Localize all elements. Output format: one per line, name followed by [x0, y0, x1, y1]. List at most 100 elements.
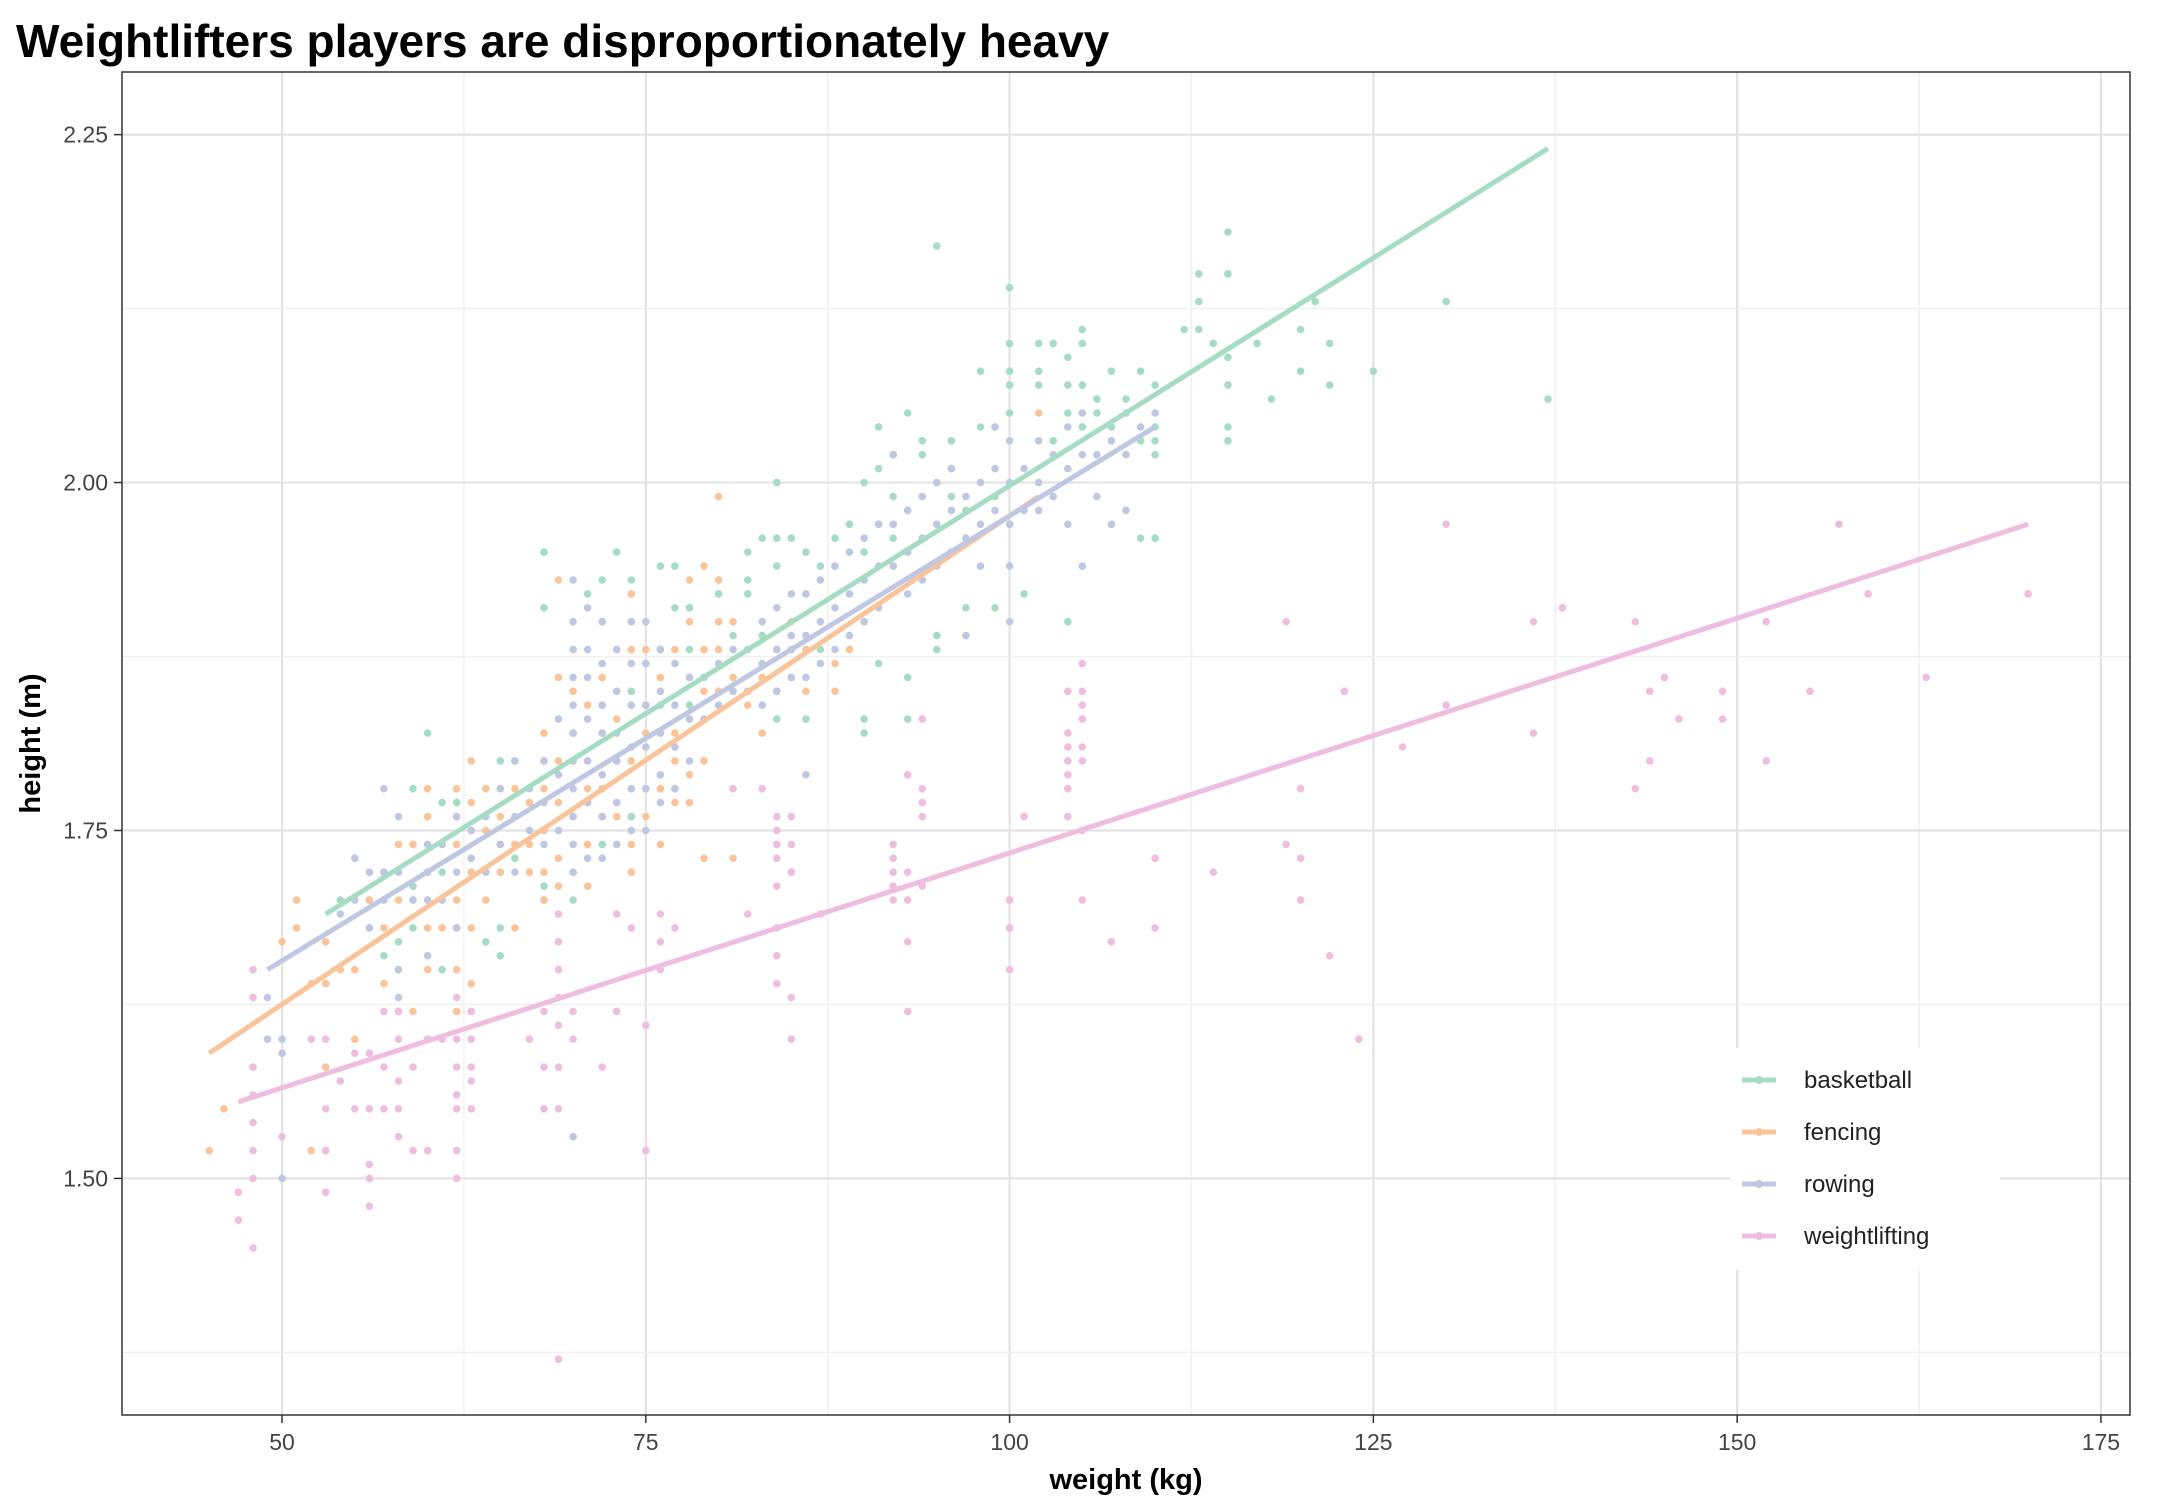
legend-key-point — [1755, 1180, 1763, 1188]
legend-key-point — [1755, 1128, 1763, 1136]
data-point-rowing — [1064, 423, 1072, 431]
data-point-basketball — [438, 965, 446, 974]
data-point-rowing — [569, 645, 577, 654]
data-point-weightlifting — [889, 840, 897, 849]
data-point-basketball — [380, 951, 388, 960]
data-point-basketball — [860, 715, 868, 723]
data-point-basketball — [1093, 409, 1101, 417]
data-point-rowing — [656, 771, 665, 779]
data-point-basketball — [743, 548, 752, 556]
data-point-fencing — [321, 938, 330, 946]
data-point-rowing — [569, 840, 577, 849]
data-point-basketball — [1034, 339, 1043, 348]
data-point-weightlifting — [1282, 617, 1290, 626]
data-point-rowing — [627, 701, 636, 709]
data-point-rowing — [656, 645, 665, 654]
data-point-rowing — [685, 673, 694, 682]
data-point-basketball — [1253, 339, 1261, 348]
data-point-weightlifting — [249, 1063, 257, 1071]
data-point-rowing — [365, 924, 374, 932]
data-point-weightlifting — [612, 910, 621, 918]
data-point-fencing — [511, 784, 519, 793]
data-point-basketball — [1311, 297, 1319, 306]
data-point-weightlifting — [307, 1035, 316, 1043]
data-point-fencing — [554, 882, 563, 890]
data-point-fencing — [583, 784, 592, 793]
data-point-basketball — [933, 645, 941, 654]
data-point-rowing — [1151, 409, 1159, 417]
data-point-weightlifting — [365, 1160, 374, 1169]
data-point-fencing — [758, 729, 766, 737]
data-point-weightlifting — [1020, 812, 1028, 821]
data-point-rowing — [845, 548, 854, 556]
data-point-rowing — [598, 812, 606, 821]
data-point-rowing — [903, 590, 912, 598]
data-point-basketball — [1369, 367, 1378, 376]
data-point-basketball — [816, 562, 825, 570]
data-point-fencing — [394, 840, 403, 849]
data-point-rowing — [278, 1035, 286, 1043]
data-point-weightlifting — [249, 1244, 257, 1252]
data-point-basketball — [860, 478, 868, 487]
data-point-weightlifting — [321, 1105, 330, 1113]
data-point-rowing — [496, 840, 505, 849]
data-point-basketball — [671, 562, 679, 570]
data-point-weightlifting — [452, 1105, 461, 1113]
data-point-rowing — [671, 743, 679, 751]
legend-key-point — [1755, 1232, 1763, 1240]
data-point-rowing — [365, 868, 374, 876]
data-point-rowing — [918, 492, 927, 501]
data-point-rowing — [351, 854, 359, 863]
data-point-rowing — [452, 868, 461, 876]
data-point-rowing — [569, 1132, 577, 1141]
data-point-basketball — [496, 951, 505, 960]
data-point-weightlifting — [540, 1105, 548, 1113]
data-point-basketball — [671, 604, 679, 612]
data-point-basketball — [743, 590, 752, 598]
data-point-weightlifting — [423, 1146, 432, 1155]
data-point-basketball — [947, 437, 956, 445]
data-point-basketball — [773, 478, 781, 487]
x-tick-label: 150 — [1718, 1429, 1756, 1455]
data-point-weightlifting — [1296, 896, 1305, 904]
data-point-rowing — [962, 631, 970, 640]
data-point-rowing — [1034, 437, 1043, 445]
data-point-weightlifting — [1442, 520, 1450, 529]
data-point-rowing — [554, 715, 563, 723]
data-point-basketball — [438, 798, 446, 807]
data-point-rowing — [1078, 409, 1087, 417]
data-point-rowing — [1078, 450, 1087, 459]
data-point-weightlifting — [1398, 743, 1407, 751]
data-point-rowing — [569, 617, 577, 626]
data-point-basketball — [1151, 437, 1159, 445]
data-point-weightlifting — [1209, 868, 1218, 876]
data-point-weightlifting — [642, 1021, 650, 1030]
data-point-fencing — [743, 701, 752, 709]
data-point-rowing — [933, 520, 941, 529]
data-point-basketball — [1034, 381, 1043, 389]
data-point-rowing — [423, 951, 432, 960]
data-point-weightlifting — [758, 784, 766, 793]
data-point-basketball — [496, 757, 505, 765]
data-point-weightlifting — [540, 1063, 548, 1071]
data-point-rowing — [991, 423, 999, 431]
data-point-fencing — [627, 757, 636, 765]
data-point-weightlifting — [773, 826, 781, 835]
data-point-weightlifting — [321, 1188, 330, 1197]
data-point-rowing — [729, 645, 737, 654]
data-point-basketball — [1136, 367, 1145, 376]
data-point-fencing — [482, 784, 490, 793]
data-point-fencing — [685, 617, 694, 626]
data-point-basketball — [933, 631, 941, 640]
data-point-basketball — [1064, 353, 1072, 362]
data-point-fencing — [540, 729, 548, 737]
data-point-rowing — [787, 590, 796, 598]
data-point-basketball — [1034, 367, 1043, 376]
data-point-basketball — [1224, 353, 1232, 362]
data-point-basketball — [802, 715, 810, 723]
data-point-weightlifting — [249, 1118, 257, 1127]
data-point-basketball — [685, 701, 694, 709]
data-point-rowing — [394, 993, 403, 1002]
data-point-rowing — [903, 506, 912, 515]
data-point-weightlifting — [467, 1105, 476, 1113]
